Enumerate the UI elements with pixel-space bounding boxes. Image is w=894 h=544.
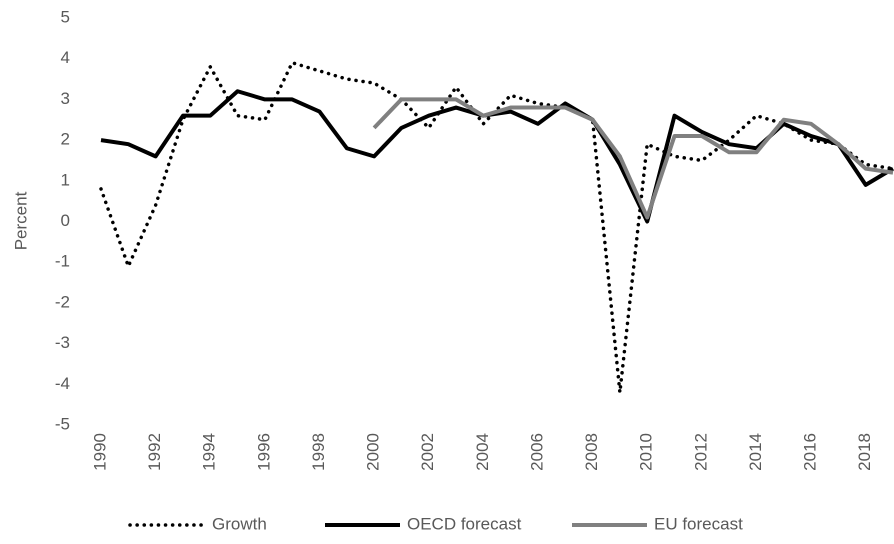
x-tick-label: 1996 xyxy=(254,433,273,471)
legend-label: EU forecast xyxy=(654,514,743,533)
x-tick-label: 2006 xyxy=(527,433,546,471)
y-tick-label: 3 xyxy=(61,89,70,108)
x-tick-label: 2010 xyxy=(637,433,656,471)
series-line xyxy=(99,60,894,393)
y-tick-label: 2 xyxy=(61,130,70,149)
y-tick-label: 0 xyxy=(61,211,70,230)
series-line xyxy=(372,97,894,220)
y-tick-label: -3 xyxy=(55,333,70,352)
y-tick-label: -1 xyxy=(55,252,70,271)
y-tick-label: 4 xyxy=(61,48,70,67)
x-tick-label: 2016 xyxy=(801,433,820,471)
legend-label: OECD forecast xyxy=(407,514,522,533)
x-tick-label: 1990 xyxy=(90,433,109,471)
y-tick-label: -5 xyxy=(55,414,70,433)
x-tick-label: 2002 xyxy=(418,433,437,471)
x-tick-label: 2012 xyxy=(691,433,710,471)
x-tick-label: 1992 xyxy=(145,433,164,471)
x-tick-label: 1998 xyxy=(309,433,328,471)
y-tick-label: -4 xyxy=(55,374,70,393)
x-tick-label: 2008 xyxy=(582,433,601,471)
y-tick-label: 1 xyxy=(61,170,70,189)
x-tick-label: 2000 xyxy=(364,433,383,471)
x-tick-label: 2018 xyxy=(855,433,874,471)
x-tick-label: 1994 xyxy=(200,433,219,471)
legend-label: Growth xyxy=(212,514,267,533)
x-tick-label: 2004 xyxy=(473,433,492,471)
x-tick-label: 2014 xyxy=(746,433,765,471)
y-axis-label: Percent xyxy=(11,191,30,250)
y-tick-label: 5 xyxy=(61,7,70,26)
y-tick-label: -2 xyxy=(55,292,70,311)
